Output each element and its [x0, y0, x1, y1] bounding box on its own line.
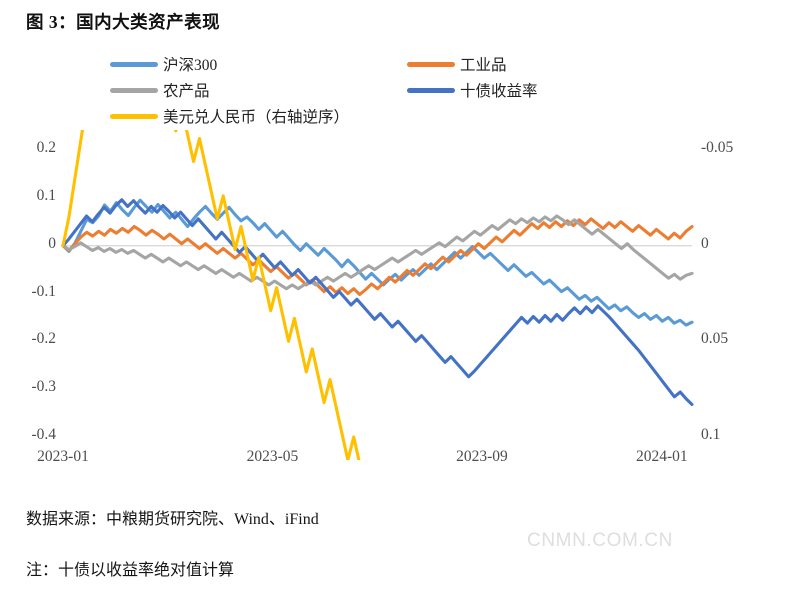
legend-item-hs300[interactable]: 沪深300	[110, 53, 217, 75]
legend-item-bond10y[interactable]: 十债收益率	[407, 79, 538, 101]
y-left-tick-0: 0.2	[36, 139, 56, 156]
y-left-tick-5: -0.3	[31, 378, 56, 396]
legend-item-industrial[interactable]: 工业品	[407, 53, 507, 75]
legend-label-bond10y: 十债收益率	[460, 83, 538, 100]
series-line-4	[61, 130, 361, 460]
method-note: 注：十债以收益率绝对值计算	[26, 562, 235, 579]
chart-legend: 沪深300 农产品 美元兑人民币（右轴逆序） 工业品 十债收益率	[110, 53, 690, 131]
legend-label-hs300: 沪深300	[163, 57, 218, 74]
source-note: 数据来源：中粮期货研究院、Wind、iFind	[26, 511, 319, 528]
legend-label-usdcny: 美元兑人民币（右轴逆序）	[163, 109, 350, 126]
series-line-3	[61, 198, 694, 407]
page-title: 图 3：国内大类资产表现	[26, 12, 221, 32]
legend-swatch-hs300	[110, 61, 158, 67]
watermark: CNMN.COM.CN	[527, 530, 673, 551]
legend-swatch-agri	[110, 87, 158, 93]
y-right-tick-1: 0	[701, 234, 709, 252]
x-tick-3: 2024-01	[635, 448, 688, 465]
legend-label-agri: 农产品	[163, 83, 210, 100]
chart-canvas	[61, 130, 694, 460]
x-tick-2: 2023-09	[456, 448, 508, 465]
x-tick-0: 2023-01	[37, 448, 89, 465]
series-line-1	[61, 217, 694, 297]
y-right-tick-3: 0.1	[701, 426, 721, 443]
series-line-2	[61, 214, 694, 291]
series-line-0	[61, 198, 694, 327]
y-left-tick-6: -0.4	[31, 426, 56, 443]
y-left-tick-2: 0	[48, 234, 56, 252]
y-left-tick-1: 0.1	[36, 186, 56, 204]
y-left-tick-4: -0.2	[31, 330, 56, 348]
legend-swatch-bond10y	[407, 87, 455, 93]
legend-label-industrial: 工业品	[460, 57, 507, 74]
legend-item-usdcny[interactable]: 美元兑人民币（右轴逆序）	[110, 105, 349, 127]
x-tick-1: 2023-05	[246, 448, 299, 465]
y-right-tick-0: -0.05	[701, 139, 734, 156]
chart-plot-area: 0.2 0.1 0 -0.1 -0.2 -0.3 -0.4 -0.05 0 0.05 0.1 20…	[0, 130, 812, 465]
legend-item-agri[interactable]: 农产品	[110, 79, 210, 101]
legend-swatch-usdcny	[110, 113, 158, 119]
legend-swatch-industrial	[407, 61, 455, 67]
y-left-tick-3: -0.1	[31, 282, 56, 300]
y-right-tick-2: 0.05	[701, 330, 729, 348]
